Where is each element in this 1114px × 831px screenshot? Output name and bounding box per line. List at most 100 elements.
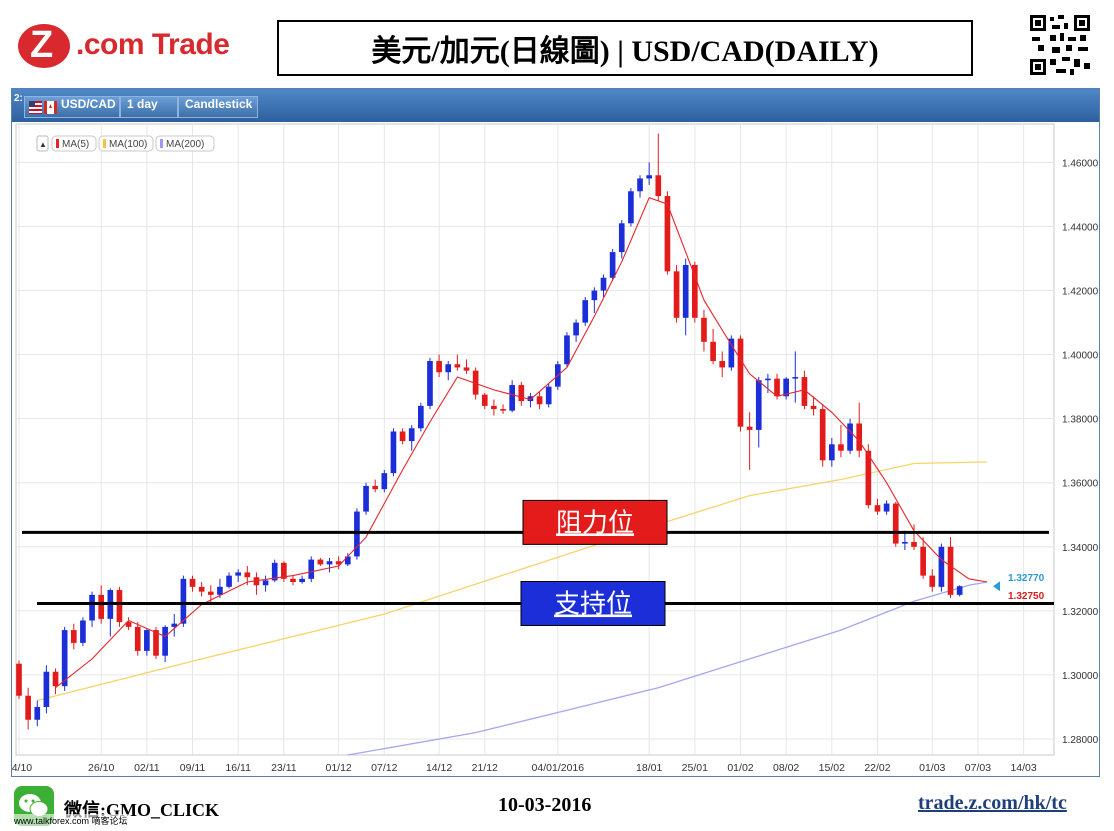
candlestick-chart[interactable]: 1.28000 1.30000 1.32000 1.34000 1.36000 1.380… [12,122,1099,776]
candle-body [947,546,954,595]
candle-body [427,361,433,406]
y-tick-label: 1.30000 [1062,671,1099,682]
candle-body [344,556,351,565]
candle-body [399,431,406,442]
candle-body [180,578,187,624]
y-tick-label: 1.36000 [1062,479,1099,490]
x-tick-label: 14/10 [12,762,32,774]
x-tick-label: 01/02 [727,762,753,774]
candle-body [162,626,168,656]
candle-body [372,485,379,490]
candle-body [390,431,397,474]
x-tick-label: 02/11 [134,762,160,774]
legend-item[interactable] [155,135,215,152]
candle-body [89,594,95,621]
candle-body [217,586,223,595]
candle-body [226,575,232,587]
qr-code-icon [1028,13,1092,77]
legend-collapse-button[interactable] [36,135,49,152]
candle-body [719,361,726,368]
candle-body [691,264,698,318]
website-link[interactable]: trade.z.com/hk/tc [918,792,1067,814]
x-tick-label: 01/03 [919,762,945,774]
x-tick-label: 07/03 [965,762,991,774]
candle-body [637,178,643,192]
candle-body [892,503,899,544]
candle-body [819,409,826,461]
logo-text: .com Trade [76,28,230,61]
x-tick-label: 22/02 [864,762,890,774]
candle-body [828,444,835,461]
candle-body [874,505,881,512]
candle-body [354,511,360,557]
candle-body [746,426,753,430]
candle-body [207,591,214,595]
candle-body [262,580,269,586]
candle-body [810,405,817,410]
candle-body [34,706,41,720]
legend-swatch [56,139,59,148]
panel-number: 2: [14,93,23,104]
candle-body [271,562,278,581]
collapse-arrow-icon: ▲ [39,140,47,149]
chart-style-button[interactable]: Candlestick [178,96,258,118]
candle-body [381,473,388,490]
candle-body [326,561,333,565]
candle-body [956,586,963,595]
x-tick-label: 26/10 [88,762,114,774]
legend-label: MA(100) [109,139,147,150]
candle-body [609,252,616,278]
price-tag-blue: 1.32770 [1008,573,1045,584]
candle-body [737,338,744,427]
timeframe-button[interactable]: 1 day [120,96,178,118]
candle-body [792,377,799,379]
candle-body [591,290,598,301]
candle-body [134,626,141,651]
candle-body [911,541,917,547]
candle-body [198,586,205,592]
candle-body [436,361,442,373]
candle-body [16,663,22,696]
x-tick-label: 01/12 [326,762,352,774]
x-tick-label: 14/03 [1010,762,1036,774]
candle-body [765,378,771,381]
resistance-label: 阻力位 [556,508,634,538]
candle-body [856,423,863,451]
brand-logo: Z .com Trade [14,18,244,76]
report-date: 10-03-2016 [498,794,592,816]
x-tick-label: 14/12 [426,762,452,774]
candle-body [564,335,570,365]
watermark-text: www.talkforex.com 嘀客论坛 [14,814,128,827]
support-box [520,580,666,626]
candle-body [938,546,945,587]
chart-toolbar: 2: USD/CAD 1 day Candlestick [12,89,1099,122]
candle-body [582,300,589,323]
x-tick-label: 08/02 [773,762,799,774]
y-tick-label: 1.42000 [1062,287,1099,298]
legend-swatch [103,139,106,148]
legend-item[interactable] [51,135,97,152]
candle-body [189,578,196,587]
symbol-button[interactable]: USD/CAD [24,96,120,118]
candle-body [418,405,424,429]
candle-body [929,575,936,587]
candle-body [335,561,342,565]
candle-body [682,264,689,318]
candle-body [618,223,625,253]
legend-item[interactable] [98,135,154,152]
candle-body [308,559,315,579]
y-tick-label: 1.44000 [1062,222,1099,233]
candle-body [125,622,132,627]
candle-body [408,428,415,442]
y-tick-label: 1.28000 [1062,735,1099,746]
candle-body [783,378,789,397]
candle-body [573,322,579,336]
y-tick-label: 1.32000 [1062,607,1099,618]
x-tick-label: 04/01/2016 [532,762,585,774]
candle-body [728,338,735,368]
candle-body [774,378,780,397]
candle-body [43,671,50,707]
candle-body [363,485,369,512]
y-tick-label: 1.40000 [1062,351,1099,362]
price-tag-red: 1.32750 [1008,591,1045,602]
